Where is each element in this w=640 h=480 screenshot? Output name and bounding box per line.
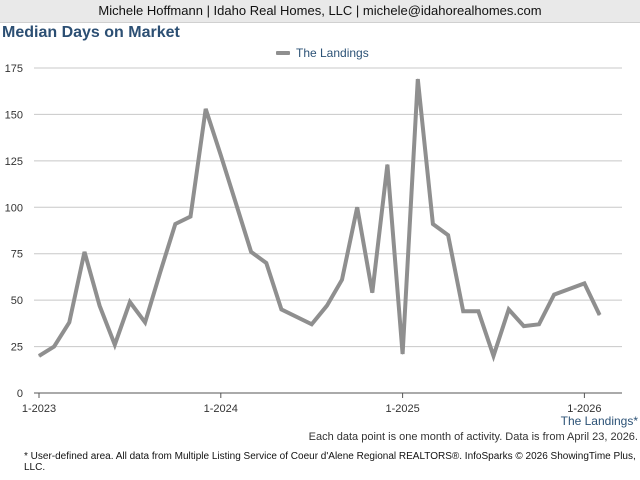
data-point bbox=[205, 108, 207, 110]
data-point bbox=[553, 294, 555, 296]
x-tick-label: 1-2024 bbox=[204, 403, 238, 415]
data-point bbox=[235, 203, 237, 205]
data-point bbox=[386, 164, 388, 166]
x-tick-label: 1-2026 bbox=[567, 403, 601, 415]
y-tick-label: 50 bbox=[11, 295, 23, 307]
data-point bbox=[53, 346, 55, 348]
data-point bbox=[68, 321, 70, 323]
data-point bbox=[447, 234, 449, 236]
series-line bbox=[37, 78, 602, 363]
data-point bbox=[341, 279, 343, 281]
legend-swatch bbox=[276, 51, 290, 55]
data-point bbox=[538, 323, 540, 325]
data-point bbox=[190, 216, 191, 218]
data-point bbox=[250, 251, 252, 253]
data-point bbox=[326, 305, 328, 307]
data-point bbox=[462, 310, 464, 312]
data-point bbox=[523, 325, 525, 327]
data-point bbox=[417, 78, 419, 80]
data-point bbox=[402, 353, 404, 355]
data-point bbox=[599, 314, 601, 316]
data-point bbox=[265, 262, 267, 264]
area-label: The Landings* bbox=[560, 414, 638, 428]
data-point bbox=[311, 323, 313, 325]
data-point bbox=[144, 321, 146, 323]
data-point bbox=[174, 223, 176, 225]
y-tick-label: 100 bbox=[5, 202, 23, 214]
y-tick-label: 175 bbox=[5, 63, 23, 75]
y-tick-label: 125 bbox=[5, 156, 23, 168]
data-point bbox=[220, 154, 222, 156]
contact-header: Michele Hoffmann | Idaho Real Homes, LLC… bbox=[0, 0, 640, 23]
y-tick-label: 150 bbox=[5, 109, 23, 121]
y-tick-label: 25 bbox=[11, 342, 23, 354]
data-point bbox=[159, 271, 161, 273]
data-point bbox=[432, 223, 434, 225]
data-point bbox=[371, 292, 373, 294]
data-point bbox=[508, 308, 510, 310]
data-point bbox=[38, 355, 40, 357]
x-tick-label: 1-2025 bbox=[385, 403, 419, 415]
data-point bbox=[583, 282, 585, 284]
data-point bbox=[83, 251, 85, 253]
data-point bbox=[493, 355, 494, 357]
x-tick-label: 1-2023 bbox=[22, 403, 56, 415]
chart-title: Median Days on Market bbox=[2, 24, 180, 41]
y-tick-label: 75 bbox=[11, 249, 23, 261]
footer-disclaimer: * User-defined area. All data from Multi… bbox=[24, 451, 636, 473]
data-point bbox=[356, 206, 358, 208]
chart-legend[interactable]: The Landings bbox=[276, 45, 369, 61]
data-point bbox=[477, 310, 479, 312]
y-tick-label: 0 bbox=[17, 388, 23, 400]
data-note: Each data point is one month of activity… bbox=[308, 431, 638, 443]
data-point bbox=[129, 301, 131, 303]
data-point bbox=[280, 308, 282, 310]
legend-label: The Landings bbox=[296, 46, 369, 60]
data-point bbox=[99, 305, 101, 307]
data-point bbox=[114, 344, 116, 346]
